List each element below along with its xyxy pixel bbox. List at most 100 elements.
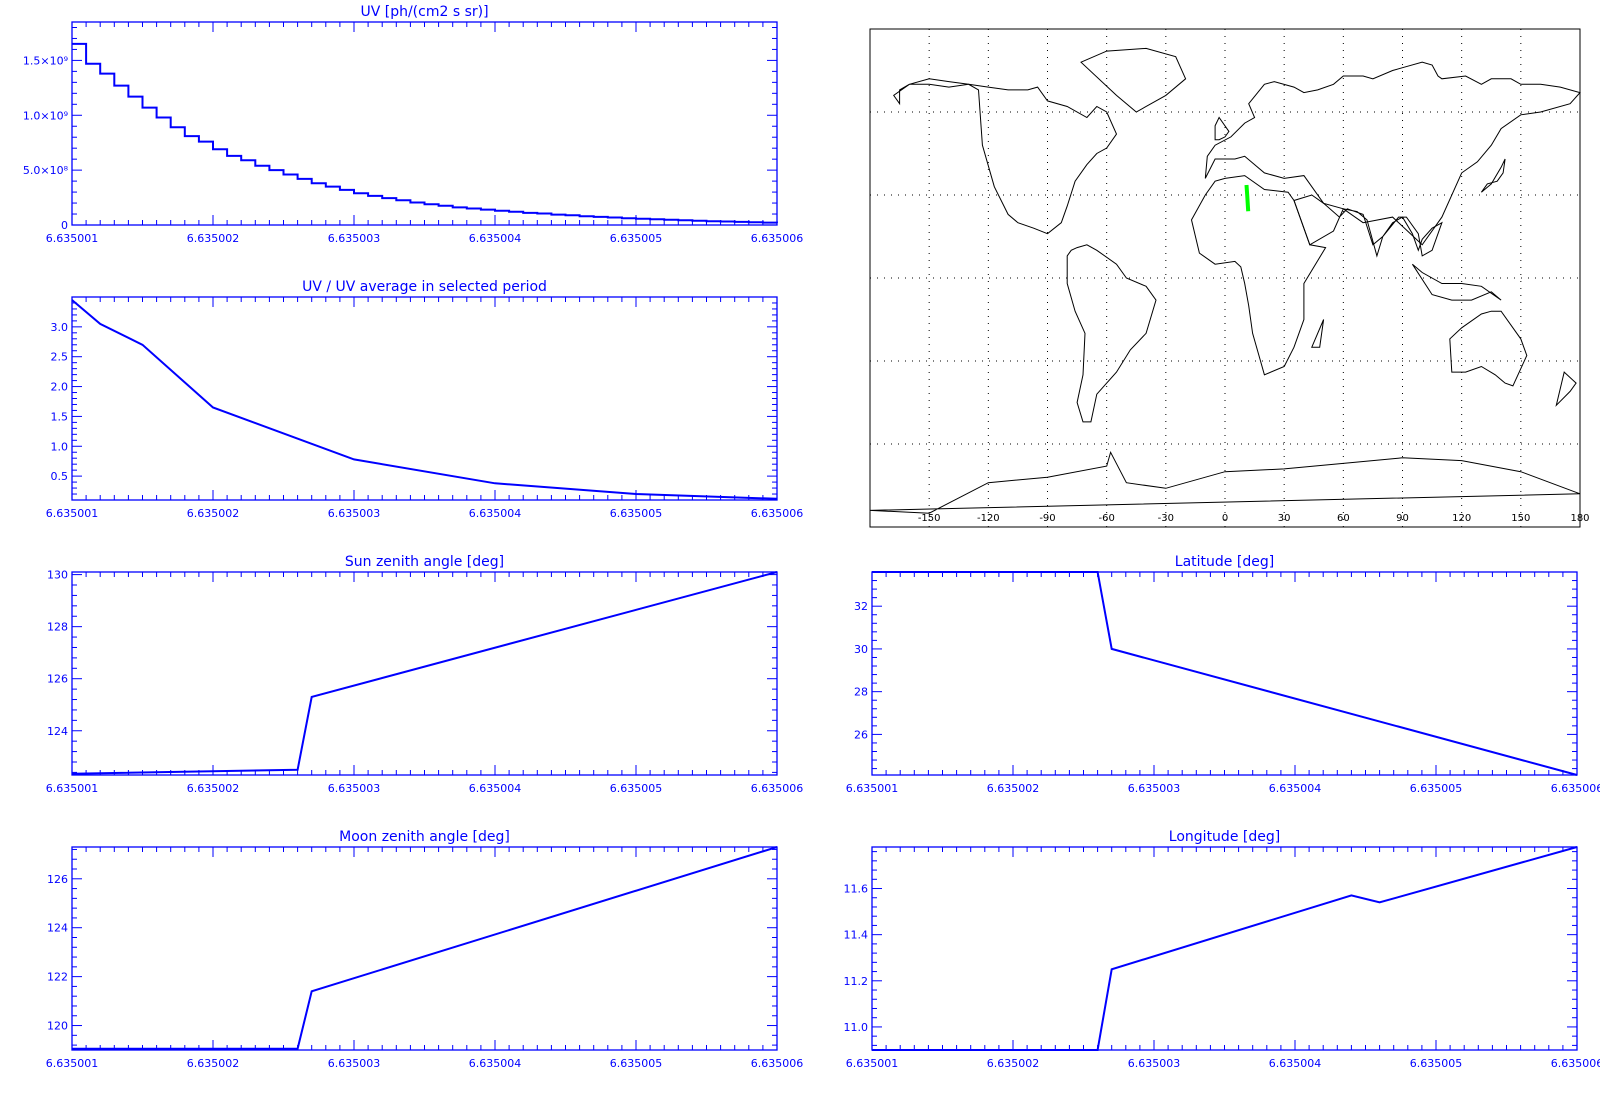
y-tick-label: 11.6 [844,883,869,896]
y-tick-label: 11.4 [844,929,869,942]
x-tick-label: 6.635002 [987,1057,1040,1070]
x-tick-label: 6.635006 [1551,782,1600,795]
map-lon-label: 180 [1570,513,1589,524]
y-tick-label: 126 [47,673,68,686]
x-tick-label: 6.635001 [46,232,99,245]
x-tick-label: 6.635003 [1128,782,1181,795]
x-tick-label: 6.635006 [751,232,804,245]
x-tick-label: 6.635001 [846,1057,899,1070]
x-tick-label: 6.635002 [187,782,240,795]
y-tick-label: 3.0 [51,321,69,334]
x-tick-label: 6.635006 [751,782,804,795]
map-lon-label: 30 [1278,513,1291,524]
chart-title: UV [ph/(cm2 s sr)] [360,4,488,20]
chart-sunzen: Sun zenith angle [deg] 6.635001 6.635002 6.… [46,554,804,795]
x-tick-label: 6.635003 [328,507,381,520]
chart-title: UV / UV average in selected period [302,279,547,295]
world-map: -150 -120 -90 -60 -30 0 30 60 90 120 150 180 [869,28,1590,528]
y-tick-label: 130 [47,569,68,582]
coastline-north-america [893,78,1118,235]
map-lon-label: 90 [1396,513,1409,524]
y-tick-label: 11.0 [844,1021,869,1034]
y-tick-label: 1.0 [51,440,69,453]
y-tick-label: 1.5×10⁹ [23,54,68,67]
map-lon-label: 60 [1337,513,1350,524]
x-tick-label: 6.635005 [1410,782,1463,795]
chart-title: Moon zenith angle [deg] [339,829,510,845]
y-tick-label: 124 [47,725,68,738]
coastline-antarctica [869,450,1581,514]
x-tick-label: 6.635002 [187,507,240,520]
y-tick-label: 120 [47,1020,68,1033]
map-lon-label: -120 [977,513,1000,524]
series-line [71,299,778,500]
x-tick-label: 6.635004 [1269,782,1322,795]
y-tick-label: 124 [47,922,68,935]
y-tick-label: 1.0×10⁹ [23,109,68,122]
series-line [872,571,1578,776]
y-tick-label: 30 [854,643,868,656]
coastline-indonesia [1411,263,1502,301]
plot-frame [71,296,778,501]
y-tick-label: 11.2 [844,975,869,988]
x-tick-label: 6.635001 [846,782,899,795]
y-tick-label: 128 [47,621,68,634]
series-line [71,571,778,775]
chart-uvratio: UV / UV average in selected period 6.6350… [46,279,804,520]
x-tick-label: 6.635001 [46,1057,99,1070]
x-tick-label: 6.635005 [610,1057,663,1070]
coastline-australia [1449,310,1528,387]
x-tick-label: 6.635004 [469,782,522,795]
x-tick-label: 6.635005 [610,507,663,520]
y-tick-label: 1.5 [51,410,69,423]
coastline-greenland [1080,47,1187,113]
series-line [72,42,778,224]
coastline-africa [1190,175,1327,376]
x-tick-label: 6.635001 [46,507,99,520]
plot-frame [71,571,778,776]
x-tick-label: 6.635005 [1410,1057,1463,1070]
chart-lat: Latitude [deg] 6.635001 6.635002 6.635003 6.… [846,554,1600,795]
x-tick-label: 6.635002 [187,232,240,245]
y-tick-label: 126 [47,873,68,886]
x-tick-label: 6.635003 [328,1057,381,1070]
plot-frame [71,21,778,226]
map-frame [869,28,1581,528]
orbit-track [1244,184,1251,212]
x-tick-label: 6.635006 [751,507,804,520]
coastline-new-zealand [1555,371,1577,407]
x-tick-label: 6.635002 [187,1057,240,1070]
y-tick-label: 5.0×10⁸ [23,164,69,177]
chart-title: Sun zenith angle [deg] [345,554,504,570]
x-tick-label: 6.635001 [46,782,99,795]
chart-title: Latitude [deg] [1175,554,1274,570]
chart-lon: Longitude [deg] 6.635001 6.635002 6.635003 6… [844,829,1600,1070]
map-lon-label: -60 [1098,513,1114,524]
x-tick-label: 6.635002 [987,782,1040,795]
plot-frame [871,571,1578,776]
map-lon-label: 120 [1452,513,1471,524]
y-tick-label: 2.0 [51,381,69,394]
x-tick-label: 6.635005 [610,232,663,245]
series-line [72,846,778,1050]
coastline-japan [1480,158,1506,193]
x-tick-label: 6.635004 [469,507,522,520]
x-tick-label: 6.635006 [1551,1057,1600,1070]
chart-panels: UV [ph/(cm2 s sr)] 6.635001 6.635002 6.6350… [23,4,1600,1070]
map-lon-label: -90 [1039,513,1055,524]
x-tick-label: 6.635003 [328,232,381,245]
coastline-uk [1214,116,1230,141]
y-tick-label: 2.5 [51,351,69,364]
coastline-eurasia [1204,61,1581,246]
x-tick-label: 6.635003 [1128,1057,1181,1070]
x-tick-label: 6.635005 [610,782,663,795]
y-tick-label: 0.5 [51,470,69,483]
map-lon-label: -30 [1158,513,1174,524]
map-lon-label: -150 [918,513,941,524]
x-tick-label: 6.635003 [328,782,381,795]
y-tick-label: 28 [854,686,868,699]
plot-frame [71,846,778,1051]
chart-moonzen: Moon zenith angle [deg] 6.635001 6.635002 6… [46,829,804,1070]
map-lon-label: 150 [1511,513,1530,524]
